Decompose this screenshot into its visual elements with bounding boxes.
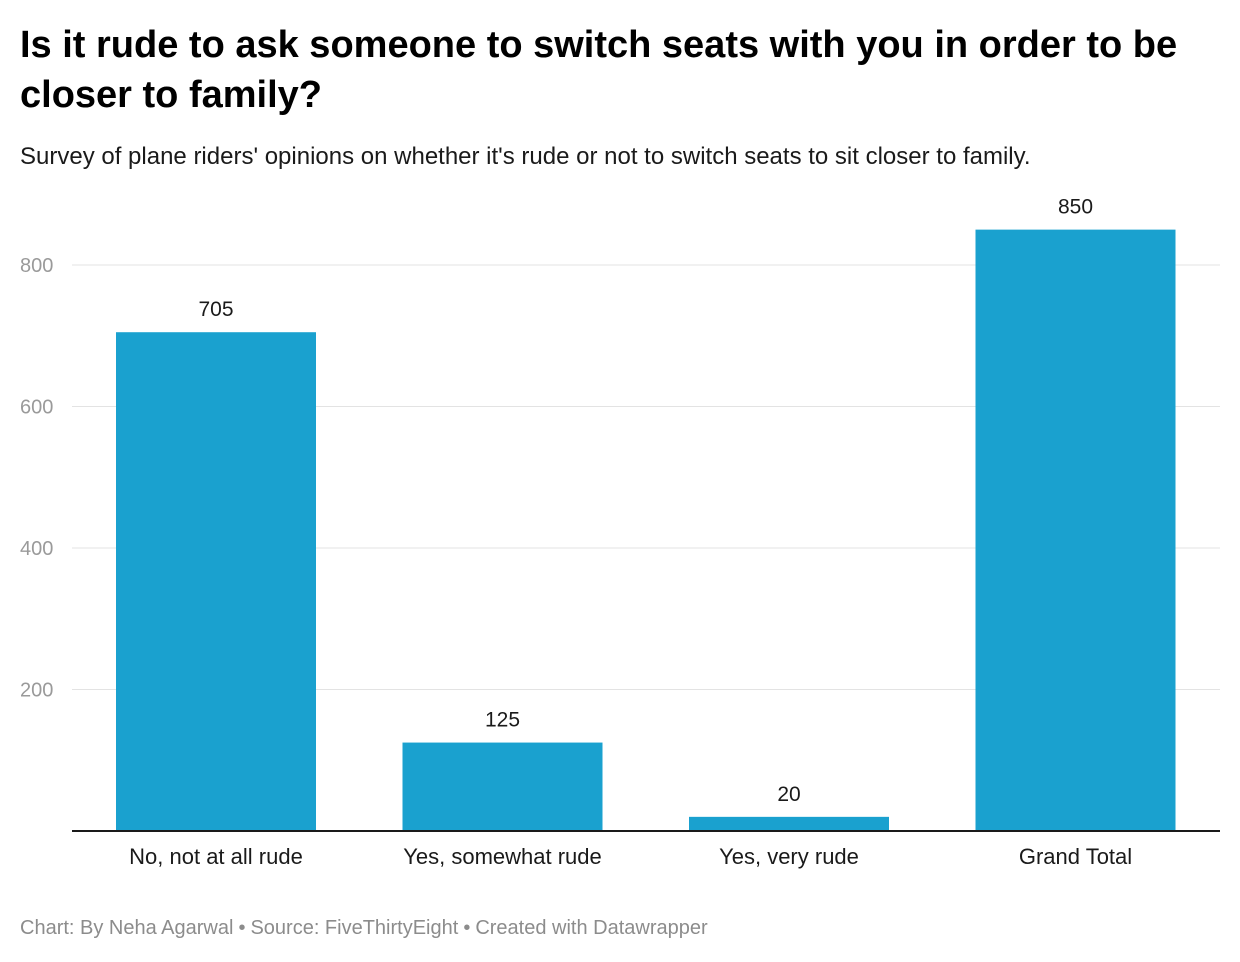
chart-title: Is it rude to ask someone to switch seat… [20,24,1178,116]
data-label: 850 [1058,196,1093,219]
data-label: 20 [777,783,800,806]
y-tick-label: 200 [20,680,53,702]
data-label: 705 [198,298,233,321]
chart-subtitle: Survey of plane riders' opinions on whet… [20,143,1031,170]
data-label: 125 [485,709,520,732]
chart-footer: Chart: By Neha Agarwal • Source: FiveThirt… [20,914,708,942]
bar [116,332,316,831]
y-tick-label: 800 [20,255,53,277]
bars [116,229,1176,831]
bar [975,229,1176,831]
x-tick-label: Yes, somewhat rude [403,844,602,869]
x-tick-label: No, not at all rude [129,844,303,869]
footer-credit: Chart: By Neha Agarwal [20,917,234,939]
y-tick-label: 600 [20,397,53,419]
footer-tool: Created with Datawrapper [475,917,708,939]
bar [402,742,603,831]
y-tick-label: 400 [20,538,53,560]
x-tick-label: Grand Total [1019,844,1132,869]
x-tick-label: Yes, very rude [719,844,859,869]
bar [689,816,889,831]
footer-separator: • [463,917,471,939]
footer-separator: • [238,917,246,939]
footer-source: Source: FiveThirtyEight [250,917,459,939]
labels: 200 400 600 800 705 No, not at all rude 125 Yes… [20,196,1132,869]
